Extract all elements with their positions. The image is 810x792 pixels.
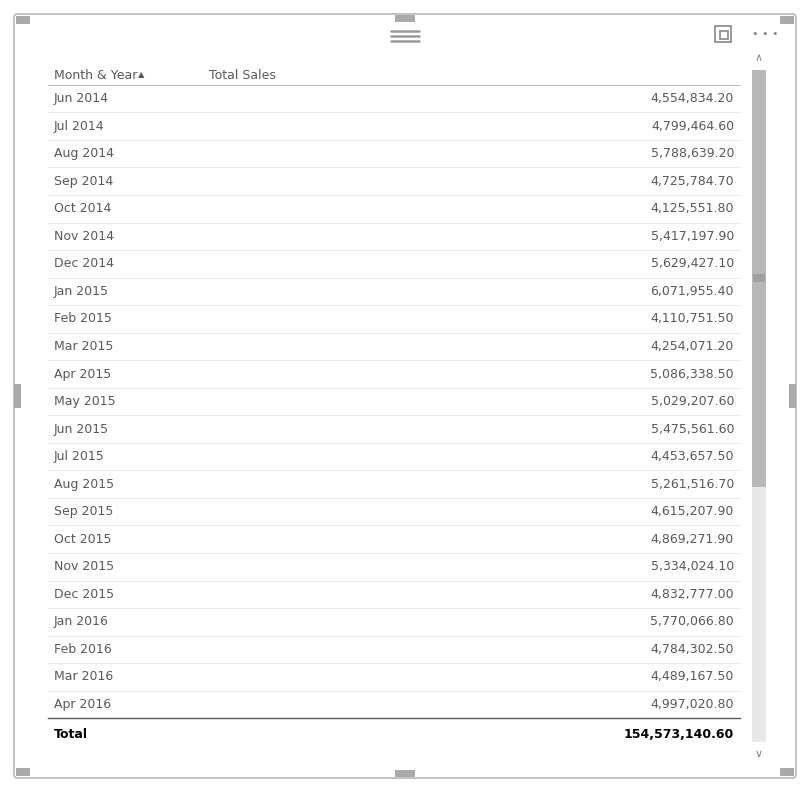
Bar bbox=[789, 384, 796, 408]
Text: Sep 2014: Sep 2014 bbox=[54, 175, 113, 188]
Text: 4,869,271.90: 4,869,271.90 bbox=[650, 533, 734, 546]
Text: 5,334,024.10: 5,334,024.10 bbox=[650, 560, 734, 573]
Text: 5,629,427.10: 5,629,427.10 bbox=[650, 257, 734, 270]
Text: Feb 2016: Feb 2016 bbox=[54, 643, 112, 656]
Text: 4,615,207.90: 4,615,207.90 bbox=[650, 505, 734, 518]
Text: Apr 2015: Apr 2015 bbox=[54, 367, 111, 380]
Text: 5,261,516.70: 5,261,516.70 bbox=[650, 478, 734, 491]
Text: Apr 2016: Apr 2016 bbox=[54, 698, 111, 711]
Text: 6,071,955.40: 6,071,955.40 bbox=[650, 285, 734, 298]
Text: Aug 2015: Aug 2015 bbox=[54, 478, 114, 491]
Text: Oct 2015: Oct 2015 bbox=[54, 533, 112, 546]
Text: May 2015: May 2015 bbox=[54, 395, 116, 408]
Text: 4,489,167.50: 4,489,167.50 bbox=[650, 671, 734, 683]
Bar bbox=[752, 70, 766, 486]
Bar bbox=[780, 16, 794, 24]
Text: 5,029,207.60: 5,029,207.60 bbox=[650, 395, 734, 408]
FancyBboxPatch shape bbox=[720, 31, 728, 39]
Text: Mar 2016: Mar 2016 bbox=[54, 671, 113, 683]
Text: 4,832,777.00: 4,832,777.00 bbox=[650, 588, 734, 601]
Text: 4,799,464.60: 4,799,464.60 bbox=[651, 120, 734, 132]
Text: Total: Total bbox=[54, 728, 88, 741]
Text: 5,417,197.90: 5,417,197.90 bbox=[650, 230, 734, 243]
Bar bbox=[16, 16, 30, 24]
Bar bbox=[16, 768, 30, 776]
Text: Jan 2015: Jan 2015 bbox=[54, 285, 109, 298]
Text: Jun 2014: Jun 2014 bbox=[54, 92, 109, 105]
Bar bbox=[395, 15, 415, 22]
Text: ▲: ▲ bbox=[138, 70, 144, 79]
Text: 4,784,302.50: 4,784,302.50 bbox=[650, 643, 734, 656]
Text: Oct 2014: Oct 2014 bbox=[54, 202, 111, 215]
Text: 5,475,561.60: 5,475,561.60 bbox=[650, 423, 734, 436]
Text: Jul 2015: Jul 2015 bbox=[54, 450, 104, 463]
Text: Nov 2014: Nov 2014 bbox=[54, 230, 114, 243]
Text: Jan 2016: Jan 2016 bbox=[54, 615, 109, 628]
Text: ∨: ∨ bbox=[755, 749, 763, 759]
Text: Dec 2014: Dec 2014 bbox=[54, 257, 114, 270]
Text: • • •: • • • bbox=[752, 29, 778, 39]
Text: Total Sales: Total Sales bbox=[209, 69, 276, 82]
Bar bbox=[395, 770, 415, 777]
Text: Jun 2015: Jun 2015 bbox=[54, 423, 109, 436]
Text: Jul 2014: Jul 2014 bbox=[54, 120, 104, 132]
Bar bbox=[780, 768, 794, 776]
Text: Dec 2015: Dec 2015 bbox=[54, 588, 114, 601]
Text: Mar 2015: Mar 2015 bbox=[54, 340, 113, 353]
Text: 4,997,020.80: 4,997,020.80 bbox=[650, 698, 734, 711]
Text: 4,554,834.20: 4,554,834.20 bbox=[650, 92, 734, 105]
Text: 5,788,639.20: 5,788,639.20 bbox=[650, 147, 734, 160]
Text: 4,254,071.20: 4,254,071.20 bbox=[650, 340, 734, 353]
FancyBboxPatch shape bbox=[14, 14, 796, 778]
Text: 4,125,551.80: 4,125,551.80 bbox=[650, 202, 734, 215]
Bar bbox=[14, 384, 21, 408]
Bar bbox=[752, 70, 766, 742]
Text: Sep 2015: Sep 2015 bbox=[54, 505, 113, 518]
Text: 5,086,338.50: 5,086,338.50 bbox=[650, 367, 734, 380]
Text: Aug 2014: Aug 2014 bbox=[54, 147, 114, 160]
Text: 4,725,784.70: 4,725,784.70 bbox=[650, 175, 734, 188]
Text: 5,770,066.80: 5,770,066.80 bbox=[650, 615, 734, 628]
Text: Nov 2015: Nov 2015 bbox=[54, 560, 114, 573]
Text: 4,110,751.50: 4,110,751.50 bbox=[650, 312, 734, 326]
Text: Feb 2015: Feb 2015 bbox=[54, 312, 112, 326]
Text: 4,453,657.50: 4,453,657.50 bbox=[650, 450, 734, 463]
Bar bbox=[753, 274, 765, 282]
Text: ∧: ∧ bbox=[755, 53, 763, 63]
Text: Month & Year: Month & Year bbox=[54, 69, 138, 82]
Text: 154,573,140.60: 154,573,140.60 bbox=[624, 728, 734, 741]
